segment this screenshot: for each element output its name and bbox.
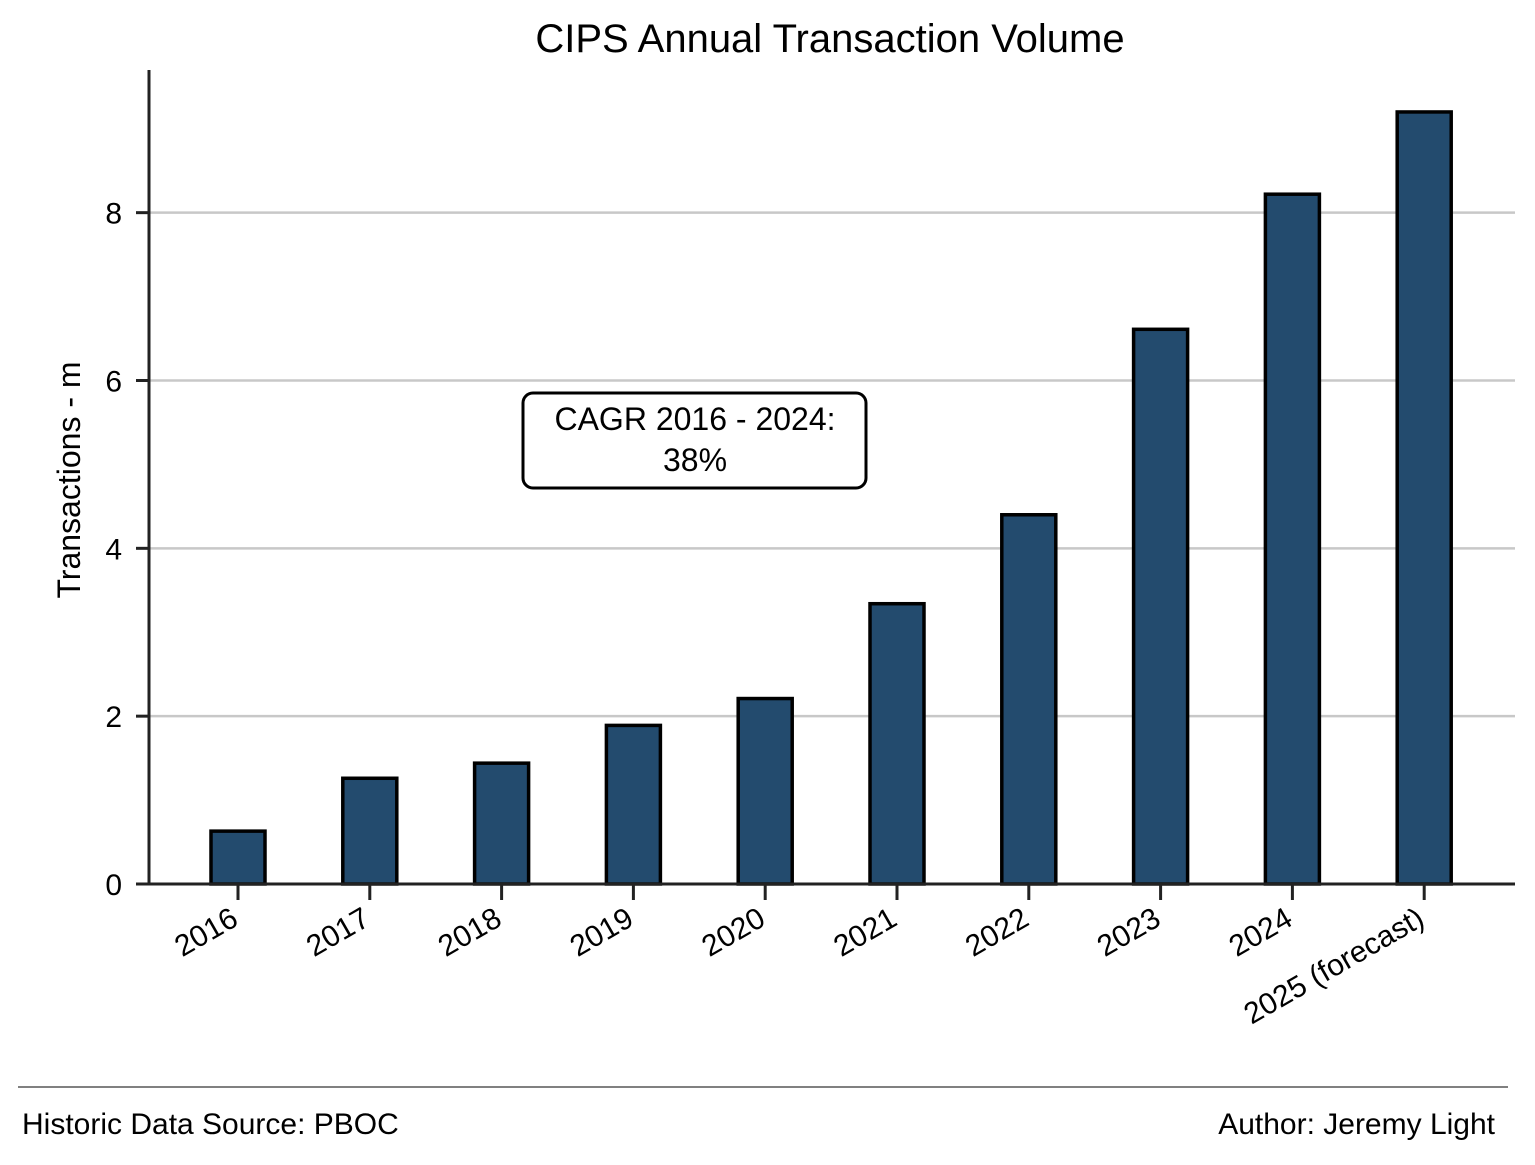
y-tick-label: 8	[105, 198, 122, 231]
y-tick-label: 4	[105, 533, 122, 566]
annotation-line-2: 38%	[663, 442, 727, 478]
bar-2023	[1131, 327, 1190, 886]
y-tick-label: 2	[105, 701, 122, 734]
x-tick-label: 2018	[433, 901, 507, 963]
x-tick-label: 2019	[565, 901, 639, 963]
bar-2018	[472, 761, 531, 886]
footer-source: Historic Data Source: PBOC	[22, 1108, 399, 1141]
bar-2020	[736, 696, 794, 886]
bar-2024	[1263, 192, 1322, 886]
bar-2022	[1000, 513, 1058, 886]
cagr-annotation: CAGR 2016 - 2024: 38%	[521, 391, 868, 490]
annotation-line-1: CAGR 2016 - 2024:	[554, 401, 835, 437]
x-tick-label: 2017	[301, 901, 375, 963]
y-ticks: 0 2 4 6 8	[105, 198, 149, 902]
y-axis-label: Transactions - m	[51, 361, 87, 598]
annotation-box	[521, 391, 868, 490]
x-tick-label: 2016	[169, 901, 243, 963]
y-tick-label: 0	[105, 869, 122, 902]
footer-author: Author: Jeremy Light	[1218, 1108, 1495, 1141]
x-tick-label: 2023	[1092, 901, 1166, 963]
bar-2017	[341, 776, 399, 886]
bar-2016	[209, 829, 267, 886]
bar-2019	[604, 723, 663, 886]
x-tick-label: 2021	[828, 901, 902, 963]
x-tick-label: 2022	[960, 901, 1034, 963]
x-tick-label: 2024	[1224, 901, 1298, 963]
bars	[209, 110, 1453, 886]
bar-2021	[868, 601, 926, 886]
chart-title: CIPS Annual Transaction Volume	[535, 17, 1124, 61]
footer-divider	[18, 1086, 1508, 1088]
bar-2025-forecast	[1395, 110, 1453, 886]
y-tick-label: 6	[105, 365, 122, 398]
x-ticks: 2016 2017 2018 2019 2020 2021 2022 2023 20242025…	[169, 884, 1430, 1031]
x-tick-label: 2020	[696, 901, 770, 963]
